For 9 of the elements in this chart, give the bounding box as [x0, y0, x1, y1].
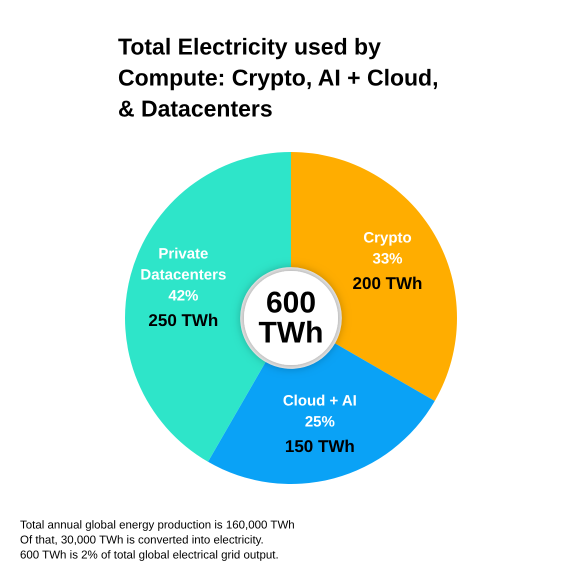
- text: 600 TWh: [258, 286, 324, 350]
- chart-title: Total Electricity used by Compute: Crypto, AI + Cloud, & Datacenters: [118, 34, 438, 122]
- slice-label: Crypto: [363, 229, 412, 246]
- text: Total annual global energy production is 160,000 TWh Of that, 30,000 TWh is converted into electricity. 600 TWh is 2% of total global electrical grid output.: [20, 520, 295, 562]
- data-label: 33% 200 TWh: [352, 250, 422, 293]
- data-label: 42% 250 TWh: [148, 288, 218, 330]
- slice-label: Private Datacenters: [140, 246, 226, 284]
- slice-label: Cloud + AI: [282, 392, 357, 410]
- data-label: 25% 150 TWh: [284, 414, 355, 456]
